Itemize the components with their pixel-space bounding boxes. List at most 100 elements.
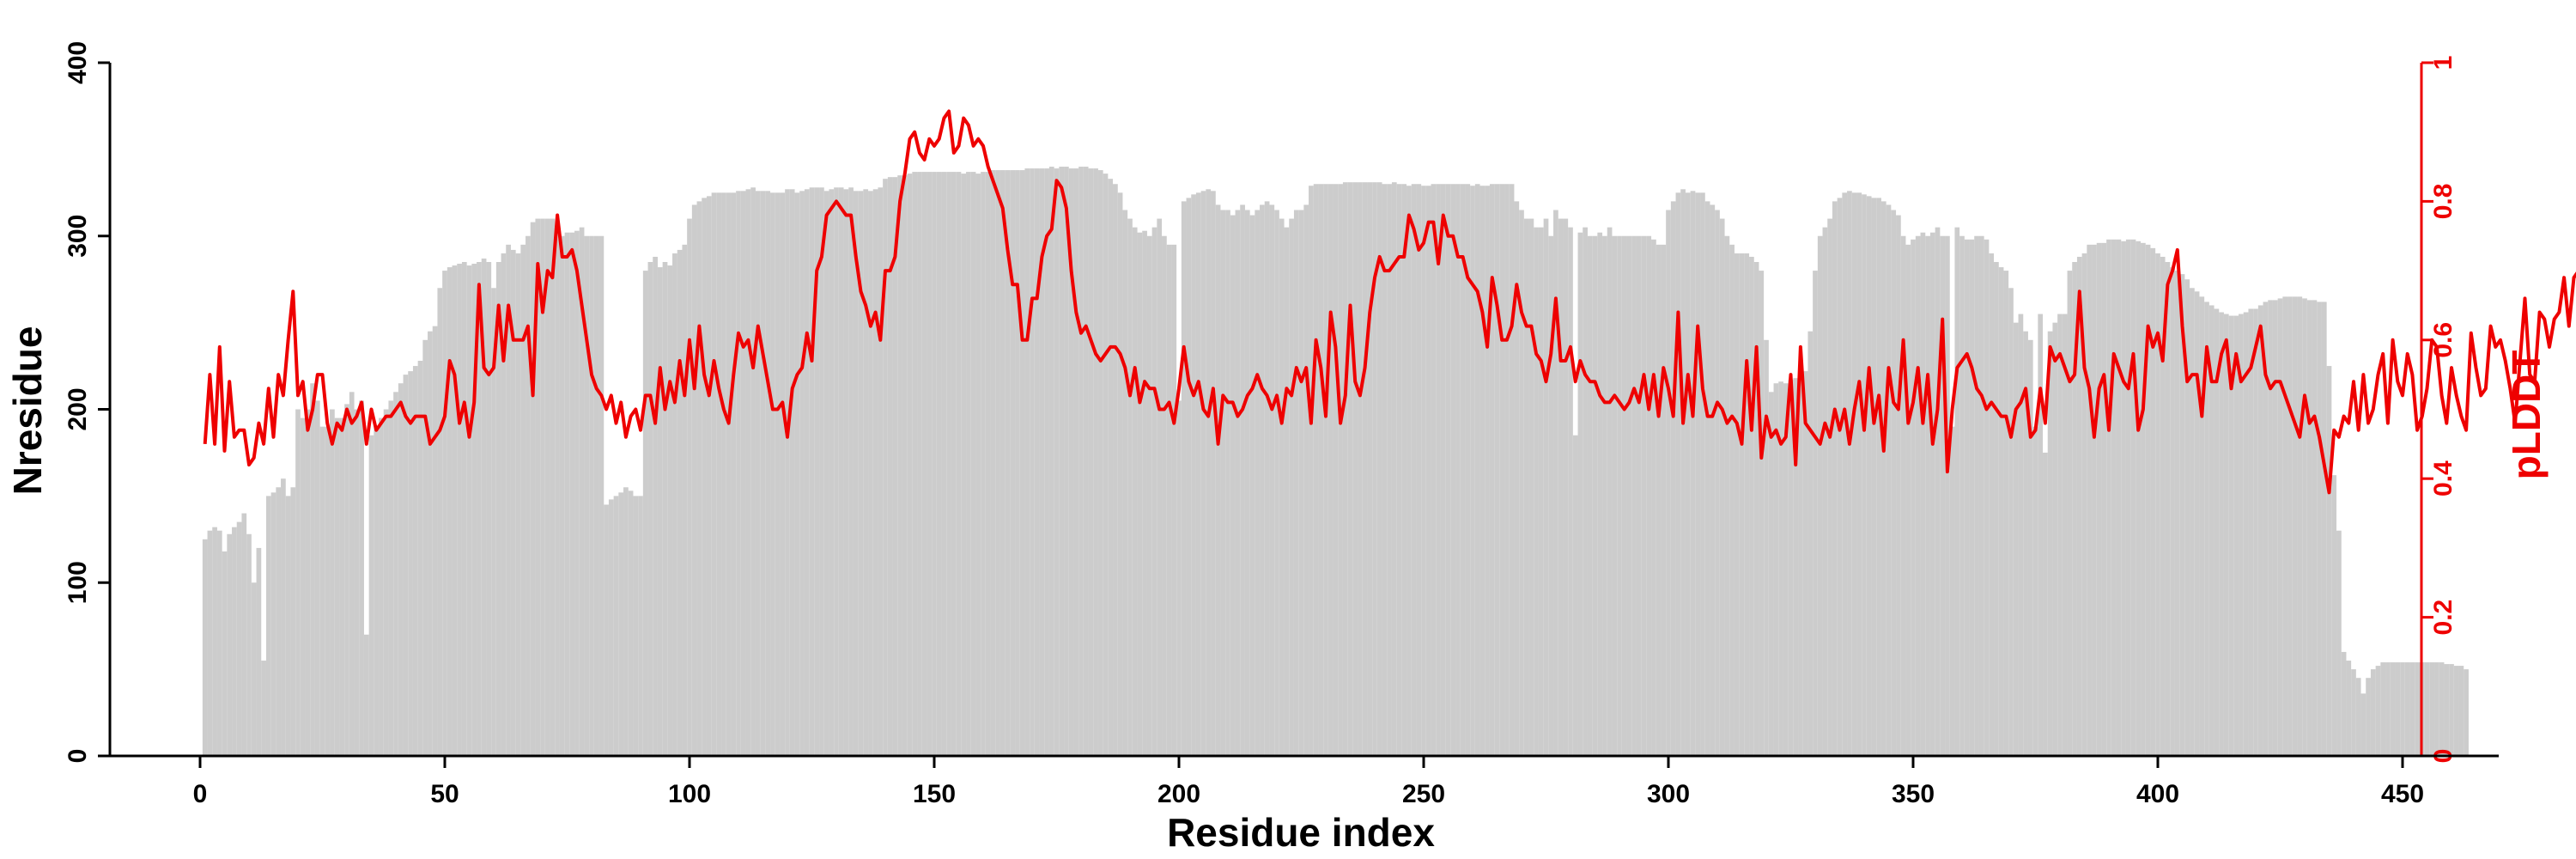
nresidue-bar xyxy=(1034,168,1040,756)
nresidue-bar xyxy=(809,187,815,756)
left-tick-label: 300 xyxy=(64,215,92,258)
nresidue-bar xyxy=(325,426,331,756)
nresidue-bar xyxy=(2116,239,2122,756)
nresidue-bar xyxy=(363,634,369,756)
bars-layer xyxy=(202,167,2469,757)
nresidue-bar xyxy=(1064,167,1069,757)
nresidue-bar xyxy=(1940,235,1946,756)
nresidue-bar xyxy=(1235,210,1241,757)
nresidue-bar xyxy=(216,530,222,756)
nresidue-bar xyxy=(1719,218,1725,756)
nresidue-bar xyxy=(2239,314,2244,756)
nresidue-bar xyxy=(1984,239,1990,756)
nresidue-bar xyxy=(657,267,663,756)
nresidue-bar xyxy=(2219,312,2224,756)
nresidue-bar xyxy=(1376,182,1382,756)
nresidue-bar xyxy=(696,201,702,756)
nresidue-bar xyxy=(2057,314,2063,756)
nresidue-bar xyxy=(2174,271,2180,757)
nresidue-bar xyxy=(1470,186,1475,757)
nresidue-bar xyxy=(452,265,458,756)
nresidue-bar xyxy=(1465,184,1471,757)
nresidue-bar xyxy=(2062,314,2068,756)
nresidue-bar xyxy=(319,426,325,756)
nresidue-bar xyxy=(506,244,511,757)
nresidue-bar xyxy=(702,198,707,756)
nresidue-bar xyxy=(2111,239,2117,756)
nresidue-bar xyxy=(1387,184,1392,757)
nresidue-bar xyxy=(1783,383,1789,756)
nresidue-bar xyxy=(2263,302,2269,756)
nresidue-bar xyxy=(2190,288,2195,756)
nresidue-bar xyxy=(628,490,634,756)
nresidue-bar xyxy=(1553,210,1558,757)
nresidue-bar xyxy=(1827,218,1832,756)
nresidue-bar xyxy=(1211,191,1216,757)
nresidue-bar xyxy=(1460,184,1466,757)
nresidue-bar xyxy=(970,172,976,757)
nresidue-bar xyxy=(1030,168,1035,756)
nresidue-bar xyxy=(1264,201,1270,756)
nresidue-bar xyxy=(246,533,252,756)
nresidue-bar xyxy=(2106,239,2111,756)
nresidue-bar xyxy=(2355,678,2361,756)
left-tick-label: 200 xyxy=(64,387,92,430)
y-axis-title: Nresidue xyxy=(5,326,50,496)
nresidue-bar xyxy=(1391,182,1397,756)
nresidue-bar xyxy=(1548,235,1554,756)
bottom-tick-label: 350 xyxy=(1892,780,1935,808)
nresidue-bar xyxy=(1309,186,1314,757)
plddt-line xyxy=(203,109,2576,495)
nresidue-bar xyxy=(823,191,829,757)
nresidue-bar xyxy=(339,417,345,756)
nresidue-bar xyxy=(1249,215,1255,757)
nresidue-bar xyxy=(305,409,311,756)
nresidue-bar xyxy=(579,227,585,756)
nresidue-bar xyxy=(2013,322,2019,757)
nresidue-bar xyxy=(1802,371,1808,756)
nresidue-bar xyxy=(310,383,315,756)
nresidue-bar xyxy=(1935,227,1941,756)
bottom-tick-label: 50 xyxy=(430,780,459,808)
nresidue-bar xyxy=(2458,666,2464,756)
nresidue-bar xyxy=(2038,314,2044,756)
nresidue-bar xyxy=(902,175,908,756)
nresidue-bar xyxy=(256,547,262,756)
nresidue-bar xyxy=(785,189,790,756)
right-tick-label: 0.8 xyxy=(2429,184,2458,220)
bottom-tick-label: 250 xyxy=(1402,780,1445,808)
nresidue-bar xyxy=(2233,315,2239,756)
nresidue-bar xyxy=(1631,235,1637,756)
nresidue-bar xyxy=(227,533,233,756)
nresidue-bar xyxy=(2096,242,2102,756)
nresidue-bar xyxy=(212,527,217,756)
nresidue-bar xyxy=(276,487,282,756)
nresidue-bar xyxy=(794,192,800,756)
nresidue-bar xyxy=(981,172,986,757)
nresidue-bar xyxy=(1445,184,1451,757)
nresidue-bar xyxy=(510,249,516,756)
nresidue-bar xyxy=(1318,184,1324,757)
nresidue-bar xyxy=(711,192,717,756)
right-tick-label: 1 xyxy=(2429,56,2458,70)
nresidue-bar xyxy=(1621,235,1627,756)
nresidue-bar xyxy=(1323,184,1328,757)
nresidue-bar xyxy=(2336,530,2342,756)
nresidue-bar xyxy=(2268,300,2273,756)
nresidue-bar xyxy=(1367,182,1373,756)
nresidue-bar xyxy=(1612,235,1618,756)
nresidue-bar xyxy=(2027,339,2033,756)
nresidue-bar xyxy=(623,487,629,756)
nresidue-bar xyxy=(1905,244,1911,757)
nresidue-bar xyxy=(1206,189,1212,756)
bottom-tick-label: 100 xyxy=(668,780,711,808)
nresidue-bar xyxy=(780,192,786,756)
nresidue-bar xyxy=(2199,296,2205,756)
nresidue-bar xyxy=(314,400,320,756)
nresidue-bar xyxy=(379,417,384,756)
nresidue-bar xyxy=(1778,381,1783,756)
nresidue-bar xyxy=(1661,244,1667,757)
nresidue-bar xyxy=(1425,186,1431,757)
nresidue-bar xyxy=(1411,184,1417,757)
right-tick-label: 0.6 xyxy=(2429,322,2458,358)
